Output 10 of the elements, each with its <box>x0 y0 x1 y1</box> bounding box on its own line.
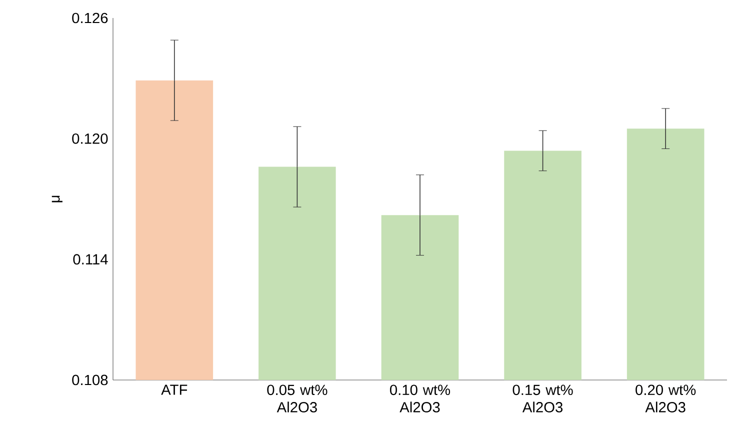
y-tick-label: 0.120 <box>72 133 108 144</box>
x-tick-label: 0.20 wt% Al2O3 <box>636 384 696 412</box>
y-tick-label: 0.114 <box>73 254 108 265</box>
x-tick-label: 0.05 wt% Al2O3 <box>267 384 328 412</box>
y-axis-title: μ <box>52 196 62 202</box>
x-tick-label: 0.10 wt% Al2O3 <box>390 384 450 412</box>
y-tick-label: 0.108 <box>72 374 108 386</box>
x-tick-label: ATF <box>161 384 188 395</box>
y-tick-label: 0.126 <box>72 12 108 24</box>
x-tick-label: 0.15 wt% Al2O3 <box>512 384 573 412</box>
